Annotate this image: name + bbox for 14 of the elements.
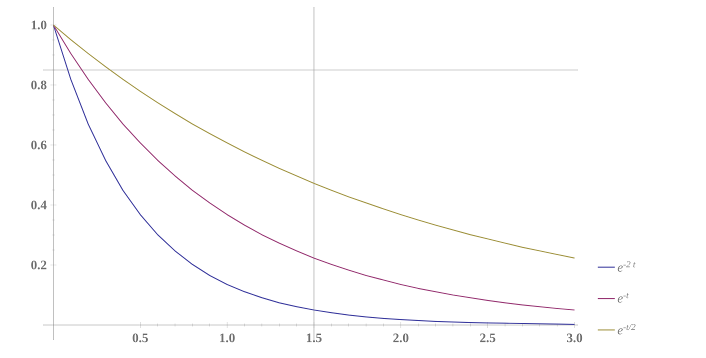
y-tick-label: 0.6 <box>31 140 47 150</box>
x-tick-label: 3.0 <box>566 334 582 342</box>
y-tick-label: 0.4 <box>31 200 47 210</box>
y-tick-label: 1.0 <box>32 20 46 30</box>
y-tick-label: 0.8 <box>31 80 46 90</box>
x-tick-label: 1.0 <box>220 334 235 342</box>
legend-label: e$^{-t/2}$ <box>618 324 636 334</box>
x-tick-label: 1.5 <box>306 334 322 342</box>
x-tick-label: 0.5 <box>132 334 148 342</box>
legend-label: e$^{-2 t}$ <box>618 261 636 272</box>
legend-label: e$^{-t}$ <box>618 293 629 303</box>
y-tick-label: 0.2 <box>31 260 46 270</box>
x-tick-label: 2.0 <box>393 334 408 342</box>
x-tick-label: 2.5 <box>480 334 496 342</box>
